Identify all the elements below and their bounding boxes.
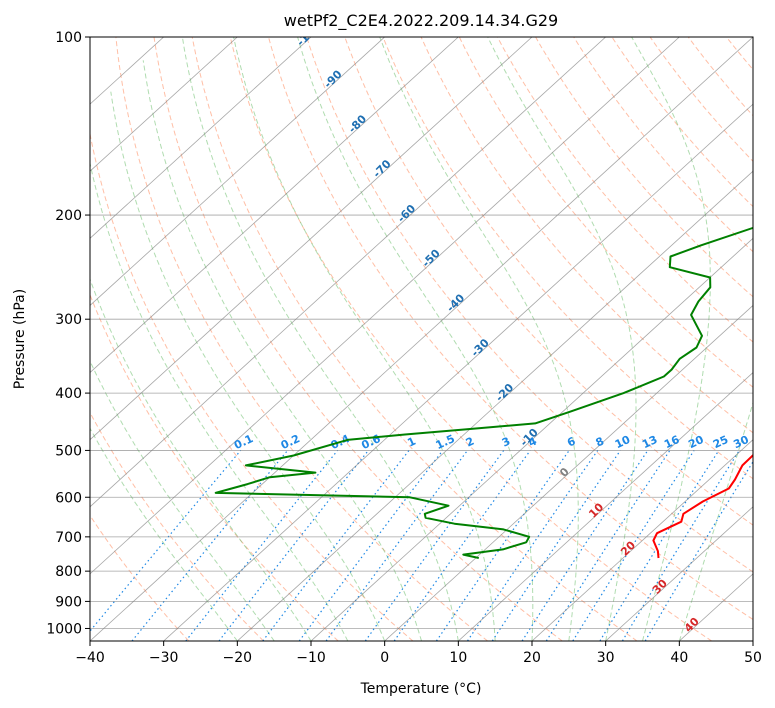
x-tick-label: 20 <box>523 650 541 666</box>
isotherm-line <box>90 37 459 374</box>
isotherm-line <box>90 37 385 306</box>
x-tick-label: 50 <box>744 650 762 666</box>
mixing-ratio-label: 13 <box>640 433 659 451</box>
x-tick-label: −30 <box>149 650 179 666</box>
mixing-ratio-line <box>599 450 720 641</box>
y-tick-label: 1000 <box>46 621 82 637</box>
x-axis-label: Temperature (°C) <box>360 681 482 697</box>
mixing-ratio-line <box>435 450 570 641</box>
mixing-ratio-line <box>466 450 599 641</box>
isotherm-line <box>384 304 753 641</box>
dewpoint-profile-line <box>214 226 753 559</box>
isotherm-line <box>90 37 238 172</box>
y-tick-label: 500 <box>55 443 82 459</box>
mixing-ratio-line <box>521 450 649 641</box>
moist-adiabat <box>142 60 422 641</box>
y-tick-label: 400 <box>55 386 82 402</box>
dry-adiabat <box>90 131 414 641</box>
moist-adiabat <box>631 37 711 641</box>
moist-adiabat <box>90 277 312 641</box>
dry-adiabat <box>306 37 753 573</box>
y-tick-label: 700 <box>55 530 82 546</box>
mixing-ratio-label: 30 <box>731 433 751 451</box>
isotherm-line <box>605 506 753 641</box>
dry-adiabat <box>268 37 753 621</box>
dry-adiabat <box>649 37 753 163</box>
mixing-ratio-line <box>185 450 339 641</box>
moist-adiabat <box>487 37 637 641</box>
dry-adiabat <box>344 37 753 526</box>
y-tick-label: 600 <box>55 490 82 506</box>
moist-adiabat <box>678 401 753 641</box>
isotherm-line <box>531 439 753 641</box>
mixing-ratio-line <box>572 450 695 641</box>
moist-adiabat <box>233 37 496 641</box>
isotherm-line <box>237 170 753 641</box>
y-tick-label: 200 <box>55 208 82 224</box>
isotherm-line <box>90 37 312 239</box>
x-tick-label: 30 <box>597 650 615 666</box>
mixing-ratio-label: 10 <box>613 433 633 451</box>
isotherm-line <box>458 372 753 641</box>
moist-adiabat <box>110 91 386 641</box>
x-tick-label: −20 <box>223 650 253 666</box>
moist-adiabat <box>297 37 534 641</box>
axes: −40 −30 −20 −10 0 10 20 30 40 50 1000 900 800 700 600 5… <box>46 30 762 666</box>
mixing-ratio-line <box>262 450 410 641</box>
y-tick-label: 300 <box>55 312 82 328</box>
isotherm-line <box>310 237 753 641</box>
moist-adiabat <box>181 37 459 641</box>
y-tick-label: 900 <box>55 594 82 610</box>
x-tick-label: 40 <box>670 650 688 666</box>
dry-adiabat <box>458 37 753 388</box>
profile-series <box>214 226 753 559</box>
dry-adiabat <box>382 37 753 480</box>
mixing-ratio-line <box>621 450 740 641</box>
isotherm-line <box>90 37 680 575</box>
dry-adiabat <box>229 37 712 641</box>
mixing-ratio-label: 20 <box>686 433 706 451</box>
y-tick-label: 100 <box>55 30 82 46</box>
mixing-ratio-label: 16 <box>662 433 682 451</box>
dry-adiabat <box>90 514 190 641</box>
y-axis-label: Pressure (hPa) <box>12 289 28 389</box>
background-lines <box>90 37 753 641</box>
chart-title: wetPf2_C2E4.2022.209.14.34.G29 <box>284 11 558 31</box>
isotherm-line <box>90 37 606 508</box>
dry-adiabat <box>191 37 638 641</box>
isotherm-line <box>90 37 753 641</box>
moist-adiabat <box>90 427 238 641</box>
isotherm-line <box>163 103 753 641</box>
isotherm-line <box>90 37 533 441</box>
mixing-ratio-line <box>491 450 621 641</box>
x-tick-label: 0 <box>380 650 389 666</box>
y-tick-label: 800 <box>55 564 82 580</box>
x-tick-label: 10 <box>449 650 467 666</box>
dry-adiabat <box>535 37 753 298</box>
plot-frame <box>89 36 754 642</box>
dry-adiabat <box>115 37 488 641</box>
dry-adiabat <box>496 37 753 343</box>
x-tick-label: −10 <box>296 650 326 666</box>
temperature-profile-line <box>652 453 753 559</box>
moist-adiabat <box>90 359 275 641</box>
mixing-ratio-line <box>545 450 671 641</box>
mixing-ratio-line <box>393 450 531 641</box>
x-tick-label: −40 <box>75 650 105 666</box>
isotherm-label: -100 <box>294 20 323 49</box>
mixing-ratio-label: 25 <box>711 433 730 451</box>
moist-adiabat <box>379 37 579 641</box>
